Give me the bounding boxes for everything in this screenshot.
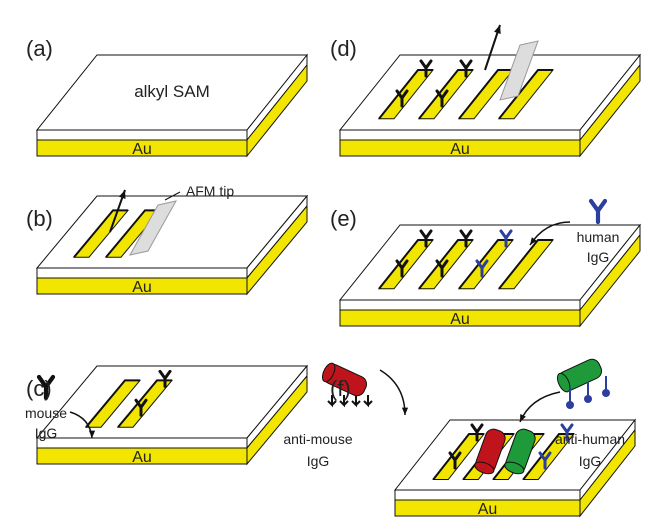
substrate-label: Au xyxy=(450,141,470,158)
slab-front xyxy=(340,300,580,310)
substrate-label: Au xyxy=(450,311,470,328)
substrate-label: Au xyxy=(132,449,152,466)
substrate-label: Au xyxy=(132,141,152,158)
annotation: IgG xyxy=(35,425,58,441)
panel-label: (f) xyxy=(330,376,351,401)
annotation: human xyxy=(577,229,620,245)
substrate-label: Au xyxy=(478,501,498,518)
ligand-head xyxy=(584,395,592,403)
antibody-cylinder xyxy=(555,357,604,394)
arrow xyxy=(520,392,560,422)
panel-label: (a) xyxy=(26,36,53,61)
antibody xyxy=(591,201,605,222)
slab-front xyxy=(395,490,580,500)
annotation: anti-human xyxy=(555,431,625,447)
arrow-head xyxy=(402,408,408,415)
ligand-head xyxy=(602,389,610,397)
arrow-head xyxy=(494,25,501,34)
diagram: Au Au Au Au Au Au (a) (b) (c) (d) (e) (f) alk… xyxy=(0,0,652,522)
substrate-label: Au xyxy=(132,279,152,296)
slab-front xyxy=(37,268,247,278)
annotation: IgG xyxy=(307,453,330,469)
arrow xyxy=(380,370,405,415)
panel-label: (e) xyxy=(330,206,357,231)
annotation: alkyl SAM xyxy=(134,82,210,101)
panel-label: (c) xyxy=(26,376,52,401)
ligand xyxy=(352,395,360,405)
slab-front xyxy=(37,130,247,140)
panel-label: (d) xyxy=(330,36,357,61)
ligand-head xyxy=(566,401,574,409)
annotation: IgG xyxy=(587,249,610,265)
annotation: mouse xyxy=(25,405,67,421)
annotation: anti-mouse xyxy=(283,431,352,447)
slab-front xyxy=(340,130,580,140)
annotation: AFM tip xyxy=(186,183,234,199)
panel-label: (b) xyxy=(26,206,53,231)
annotation: IgG xyxy=(579,453,602,469)
slab-front xyxy=(37,438,247,448)
ligand xyxy=(364,395,372,405)
